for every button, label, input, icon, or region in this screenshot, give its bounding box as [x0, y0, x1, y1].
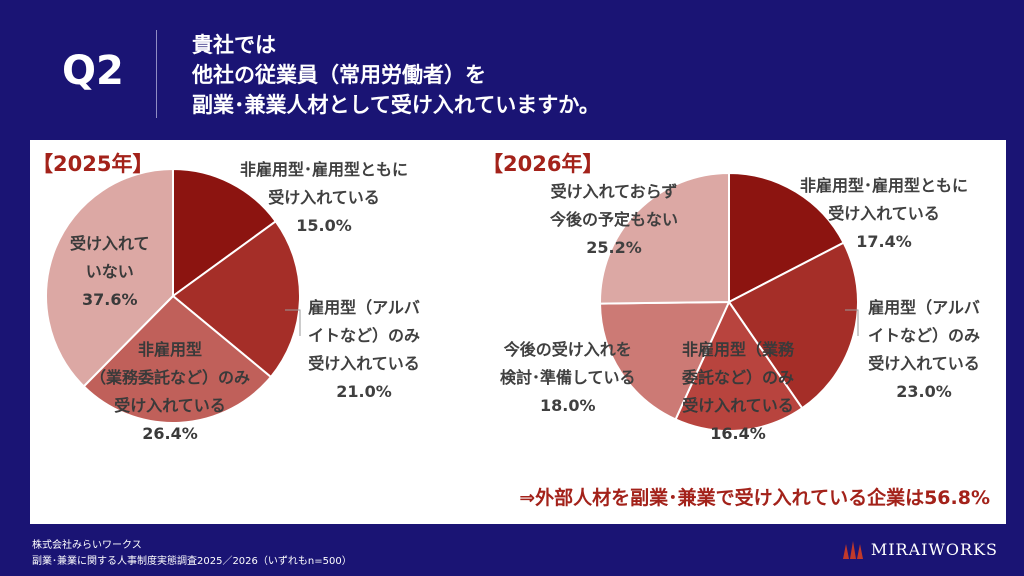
footer-source: 副業･兼業に関する人事制度実態調査2025／2026（いずれもn=500）	[32, 556, 352, 567]
label-line: 非雇用型（業務	[682, 340, 795, 359]
label-pct: 21.0%	[336, 382, 392, 401]
question-number: Q2	[62, 48, 124, 94]
label-line: イトなど）のみ	[868, 326, 981, 345]
label-line: 受け入れている	[868, 354, 980, 373]
pie-slice-1-1	[727, 241, 859, 410]
label-line: 受け入れている	[682, 396, 794, 415]
label-line: 受け入れている	[268, 188, 380, 207]
pie-slice-1-4	[599, 171, 730, 305]
label-line: 受け入れている	[828, 204, 940, 223]
label-line: 受け入れている	[114, 396, 226, 415]
label-line: 委託など）のみ	[682, 368, 795, 387]
label-line: 受け入れて	[70, 234, 150, 253]
question-line: 副業･兼業人材として受け入れていますか。	[192, 93, 600, 117]
leader-line-1	[845, 309, 859, 336]
label-pct: 26.4%	[142, 424, 198, 443]
conclusion-text: ⇒外部人材を副業･兼業で受け入れている企業は56.8%	[519, 487, 990, 509]
chart-title-2025: 【2025年】	[32, 152, 154, 176]
label-line: いない	[85, 262, 134, 281]
footer-company: 株式会社みらいワークス	[32, 540, 142, 551]
pie-slice-1-2	[674, 299, 804, 432]
company-logo: MIRAIWORKS	[842, 540, 998, 559]
label-2025-non-employment: 非雇用型 （業務委託など）のみ 受け入れている 26.4%	[90, 336, 250, 448]
question-text: 貴社では 他社の従業員（常用労働者）を 副業･兼業人材として受け入れていますか。	[192, 30, 600, 120]
slide-header: Q2 貴社では 他社の従業員（常用労働者）を 副業･兼業人材として受け入れていま…	[0, 0, 1024, 140]
label-line: 雇用型（アルバ	[868, 298, 980, 317]
label-line: 受け入れている	[308, 354, 420, 373]
pie-slice-0-3	[45, 167, 174, 388]
label-line: 受け入れておらず	[550, 182, 678, 201]
label-pct: 18.0%	[540, 396, 596, 415]
miraiworks-logo-icon	[842, 540, 863, 559]
logo-text: MIRAIWORKS	[870, 540, 998, 559]
question-line: 他社の従業員（常用労働者）を	[192, 63, 486, 87]
label-pct: 17.4%	[856, 232, 912, 251]
pie-slice-0-2	[82, 294, 273, 424]
leader-line-0	[285, 309, 301, 336]
label-line: 非雇用型･雇用型ともに	[800, 176, 969, 195]
label-pct: 37.6%	[82, 290, 138, 309]
label-2025-employment: 雇用型（アルバ イトなど）のみ 受け入れている 21.0%	[308, 294, 420, 406]
chart-title-2026: 【2026年】	[482, 152, 604, 176]
label-line: 検討･準備している	[500, 368, 636, 387]
label-line: 雇用型（アルバ	[308, 298, 420, 317]
label-2026-considering: 今後の受け入れを 検討･準備している 18.0%	[500, 336, 636, 420]
label-line: 非雇用型	[138, 340, 203, 359]
label-2026-none: 受け入れておらず 今後の予定もない 25.2%	[550, 178, 678, 262]
label-pct: 25.2%	[586, 238, 642, 257]
label-2025-both: 非雇用型･雇用型ともに 受け入れている 15.0%	[240, 156, 408, 240]
chart-panel: 【2025年】 【2026年】 非雇用型･雇用型ともに 受け入れている 15.0…	[30, 140, 1006, 524]
label-pct: 23.0%	[896, 382, 952, 401]
pie-slice-1-0	[728, 171, 845, 304]
label-2026-both: 非雇用型･雇用型ともに 受け入れている 17.4%	[800, 172, 968, 256]
pie-charts	[45, 167, 859, 432]
label-2026-employment: 雇用型（アルバ イトなど）のみ 受け入れている 23.0%	[868, 294, 980, 406]
label-line: （業務委託など）のみ	[90, 368, 251, 387]
label-2026-non-employment: 非雇用型（業務 委託など）のみ 受け入れている 16.4%	[682, 336, 794, 448]
label-line: 非雇用型･雇用型ともに	[240, 160, 409, 179]
pie-slice-1-3	[598, 300, 731, 421]
label-line: 今後の受け入れを	[503, 340, 632, 359]
label-pct: 15.0%	[296, 216, 352, 235]
label-line: 今後の予定もない	[550, 210, 679, 229]
pie-slice-0-0	[172, 167, 278, 298]
header-divider	[156, 30, 157, 118]
label-line: イトなど）のみ	[308, 326, 421, 345]
label-2025-none: 受け入れて いない 37.6%	[70, 230, 150, 314]
pie-slice-0-1	[171, 219, 301, 379]
label-pct: 16.4%	[710, 424, 766, 443]
question-line: 貴社では	[192, 33, 276, 57]
